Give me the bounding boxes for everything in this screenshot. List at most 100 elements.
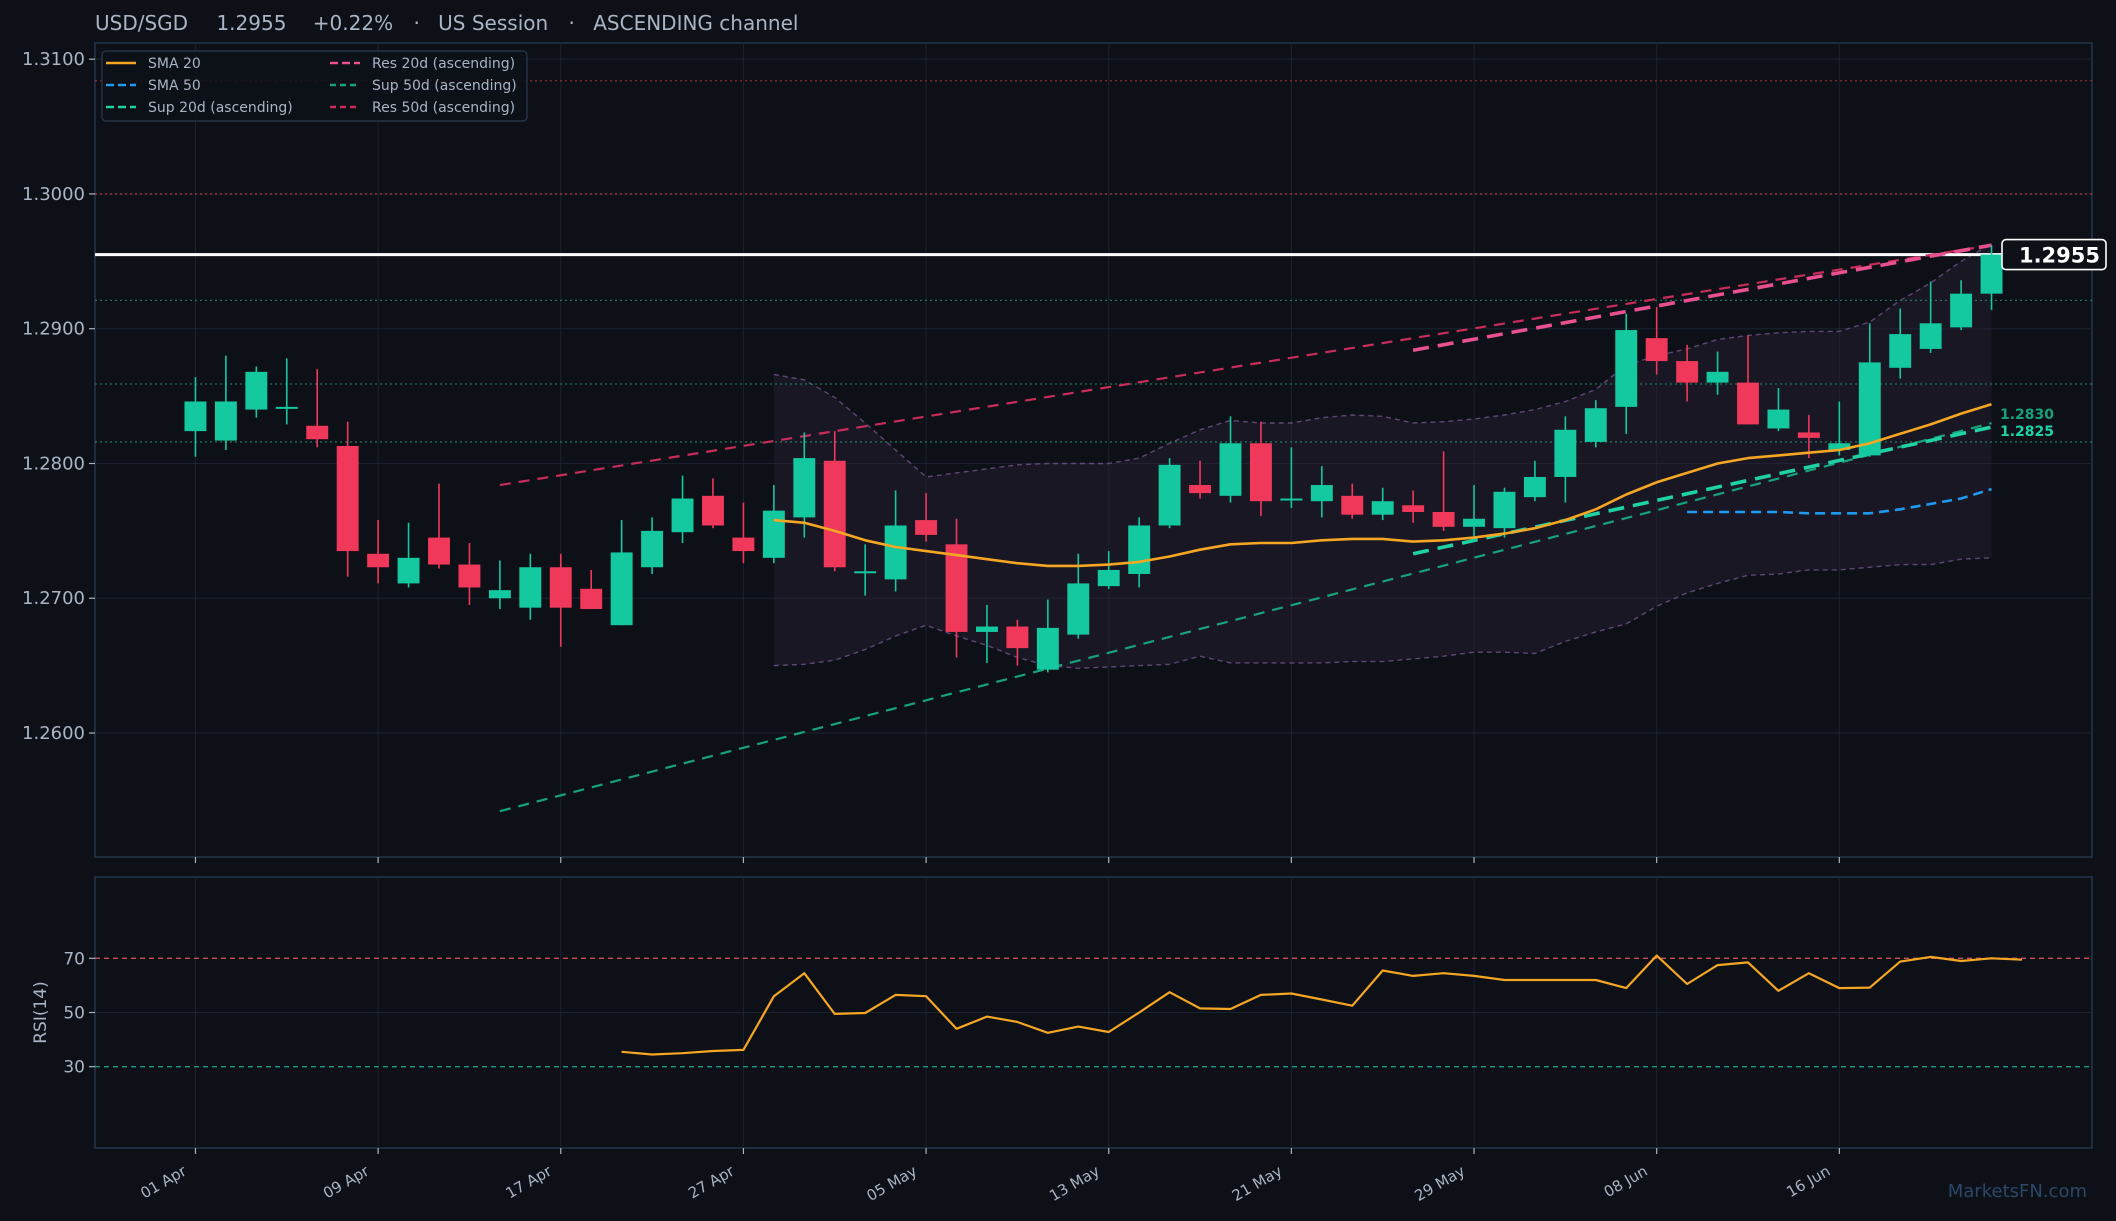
candle-body: [1402, 505, 1425, 512]
candle-body: [1341, 495, 1364, 515]
bollinger-lower-line: [773, 557, 1992, 670]
candle-body: [823, 460, 846, 568]
rsi-tick-label: 50: [63, 1004, 85, 1024]
sma20-line: [773, 402, 1992, 568]
legend-label: SMA 50: [148, 78, 201, 94]
candle-body: [1463, 518, 1485, 527]
candle-body: [245, 371, 268, 410]
legend-box: [101, 50, 528, 122]
rsi-tick-label: 30: [63, 1058, 85, 1078]
candle-body: [1858, 362, 1881, 456]
candle-body: [1889, 334, 1912, 368]
candle-body: [915, 520, 938, 535]
candle-body: [732, 537, 755, 552]
candle-body: [854, 571, 877, 574]
legend-label: Sup 50d (ascending): [372, 78, 517, 94]
candle-body: [1128, 525, 1151, 574]
candle-body: [762, 510, 785, 558]
candle-body: [793, 458, 816, 518]
candle-body: [1036, 627, 1059, 670]
candle-body: [458, 564, 481, 588]
y-tick-label: 1.2800: [22, 453, 85, 474]
candle-body: [884, 525, 907, 580]
trendline: [499, 421, 1992, 813]
y-tick-label: 1.2600: [22, 723, 85, 744]
edge-price-label: 1.2825: [2000, 424, 2054, 440]
legend-label: Res 20d (ascending): [372, 56, 515, 72]
legend-label: Res 50d (ascending): [372, 100, 515, 116]
trendline: [499, 244, 1992, 487]
candle-body: [1615, 330, 1638, 407]
candle-body: [275, 406, 298, 409]
candle-body: [1584, 408, 1607, 442]
sma50-line: [1687, 487, 1992, 515]
edge-price-label: 1.2830: [2000, 407, 2054, 423]
candle-body: [610, 552, 633, 626]
candle-body: [306, 425, 329, 440]
legend: SMA 20 SMA 50 Sup 20d (ascending) Res 20d (…: [101, 50, 528, 122]
candle-body: [1067, 583, 1090, 635]
candle-body: [1310, 485, 1333, 502]
rsi-line: [621, 954, 2023, 1056]
candle-body: [945, 544, 968, 632]
candle-body: [1919, 323, 1942, 349]
candle-body: [1950, 293, 1973, 328]
candle-body: [1706, 371, 1729, 383]
rsi-panel: 30 50 70 RSI(14): [31, 876, 2093, 1149]
candle-body: [1676, 361, 1699, 383]
last-price-badge: [2001, 238, 2107, 271]
candle-body: [1097, 569, 1120, 587]
candle-body: [549, 567, 572, 608]
y-tick-label: 1.2900: [22, 319, 85, 340]
watermark: MarketsFN.com: [1948, 1181, 2087, 1202]
candle-body: [214, 401, 237, 441]
candle-body: [1280, 498, 1303, 501]
candle-body: [702, 495, 724, 526]
candle-body: [1523, 476, 1546, 498]
price-text: 1.2955: [216, 11, 286, 35]
candle-body: [1737, 382, 1759, 425]
candle-body: [428, 537, 450, 565]
title-separator: ·: [413, 11, 419, 35]
symbol-text: USD/SGD: [95, 11, 188, 35]
candle-body: [1493, 491, 1516, 529]
last-price-label: 1.2955: [2019, 244, 2100, 268]
price-panel: 1.2600 1.2700 1.2800 1.2900 1.3000 1.3100 1.28…: [22, 42, 2107, 858]
y-tick-label: 1.2700: [22, 588, 85, 609]
channel-text: ASCENDING channel: [593, 11, 798, 35]
session-text: US Session: [438, 11, 548, 35]
candle-body: [1219, 443, 1242, 496]
candle-body: [1249, 443, 1272, 502]
candle-body: [1189, 485, 1212, 494]
y-tick-label: 1.3100: [22, 49, 85, 70]
candle-body: [671, 498, 694, 533]
candle-body: [1432, 511, 1455, 527]
change-text: +0.22%: [313, 11, 393, 35]
trendline: [1412, 243, 1992, 353]
price-panel-frame: [94, 42, 2093, 858]
candle-body: [1645, 338, 1668, 362]
bollinger-upper-line: [773, 243, 1992, 478]
candle-body: [336, 445, 359, 552]
y-tick-label: 1.3000: [22, 184, 85, 205]
candle-body: [1828, 443, 1851, 450]
candle-body: [1158, 464, 1181, 526]
candle-body: [488, 590, 511, 599]
candle-body: [1554, 429, 1577, 477]
title-separator: ·: [569, 11, 575, 35]
candle-body: [397, 557, 420, 584]
rsi-tick-label: 70: [63, 949, 85, 969]
candle-body: [580, 588, 603, 610]
rsi-axis-label: RSI(14): [31, 981, 51, 1044]
candle-body: [367, 553, 390, 568]
legend-label: Sup 20d (ascending): [148, 100, 293, 116]
candle-body: [1980, 254, 2003, 294]
chart-title: USD/SGD 1.2955 +0.22% · US Session · ASC…: [95, 11, 798, 35]
candle-body: [641, 530, 664, 568]
candle-body: [1767, 409, 1790, 429]
candle-body: [975, 626, 998, 632]
candle-body: [184, 401, 207, 432]
